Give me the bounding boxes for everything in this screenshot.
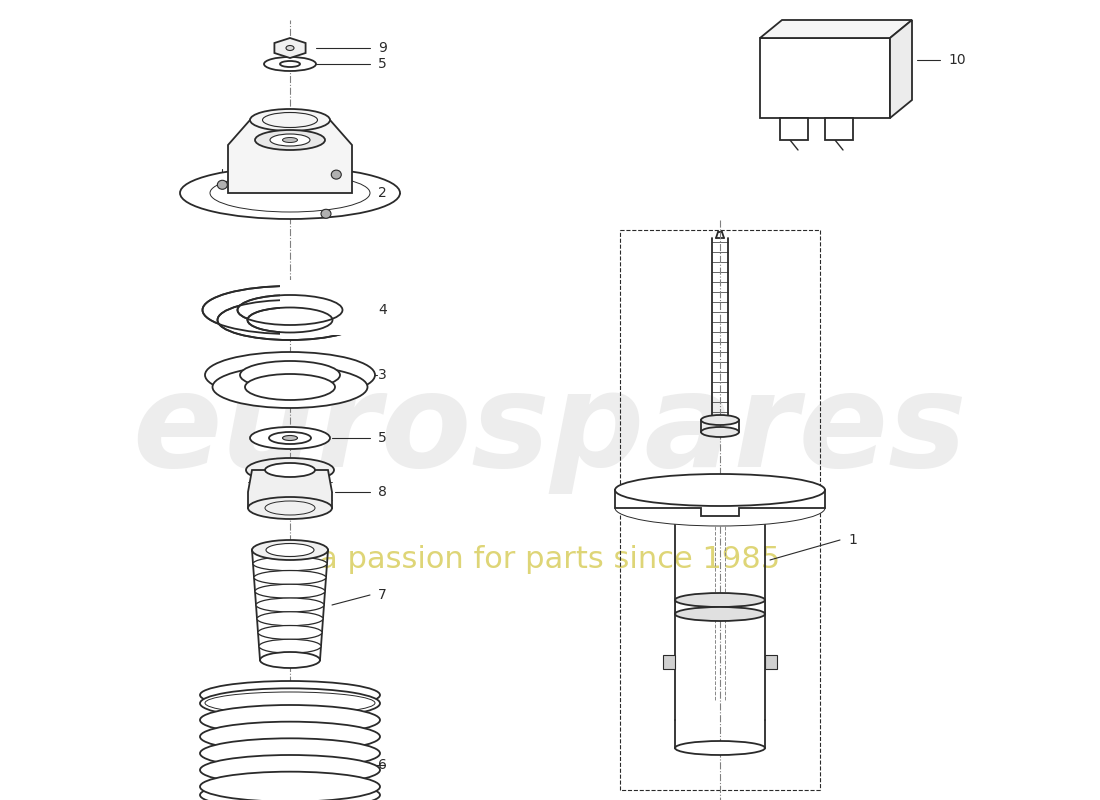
Ellipse shape: [675, 607, 764, 621]
Ellipse shape: [218, 180, 228, 190]
Text: 2: 2: [378, 186, 387, 200]
Ellipse shape: [202, 286, 377, 334]
Ellipse shape: [254, 570, 326, 585]
Ellipse shape: [246, 458, 334, 482]
Ellipse shape: [286, 46, 294, 50]
Ellipse shape: [252, 543, 328, 557]
Text: 8: 8: [378, 485, 387, 499]
Ellipse shape: [200, 681, 380, 709]
Ellipse shape: [258, 626, 322, 639]
Ellipse shape: [248, 497, 332, 519]
Ellipse shape: [675, 741, 764, 755]
Ellipse shape: [283, 435, 297, 441]
Ellipse shape: [701, 415, 739, 425]
Text: 3: 3: [378, 368, 387, 382]
Ellipse shape: [200, 705, 380, 735]
Text: 10: 10: [948, 53, 966, 67]
Polygon shape: [890, 20, 912, 118]
Ellipse shape: [253, 557, 327, 570]
Polygon shape: [280, 280, 380, 335]
Ellipse shape: [205, 352, 375, 398]
Ellipse shape: [200, 738, 380, 768]
Ellipse shape: [250, 427, 330, 449]
Text: 5: 5: [378, 57, 387, 71]
Ellipse shape: [331, 170, 341, 179]
Polygon shape: [663, 655, 675, 669]
Polygon shape: [248, 470, 332, 508]
Polygon shape: [615, 490, 825, 516]
Ellipse shape: [270, 134, 310, 146]
Ellipse shape: [265, 463, 315, 477]
Ellipse shape: [212, 366, 367, 408]
Ellipse shape: [200, 722, 380, 752]
Ellipse shape: [615, 490, 825, 526]
Ellipse shape: [258, 639, 321, 654]
Ellipse shape: [200, 781, 380, 800]
Ellipse shape: [248, 307, 332, 333]
Ellipse shape: [238, 295, 342, 325]
Ellipse shape: [218, 300, 363, 340]
Ellipse shape: [200, 688, 380, 718]
Polygon shape: [760, 38, 890, 118]
Ellipse shape: [270, 432, 311, 444]
Text: 7: 7: [378, 588, 387, 602]
Ellipse shape: [180, 167, 400, 219]
Polygon shape: [760, 20, 912, 38]
Polygon shape: [825, 118, 852, 140]
Text: 5: 5: [378, 431, 387, 445]
Ellipse shape: [257, 612, 323, 626]
Ellipse shape: [264, 57, 316, 71]
Ellipse shape: [701, 427, 739, 437]
Ellipse shape: [260, 653, 320, 667]
Ellipse shape: [245, 374, 336, 400]
Polygon shape: [274, 38, 306, 58]
Polygon shape: [780, 118, 808, 140]
Polygon shape: [764, 655, 777, 669]
Ellipse shape: [266, 543, 314, 557]
Ellipse shape: [250, 109, 330, 131]
Ellipse shape: [255, 584, 324, 598]
Ellipse shape: [283, 138, 297, 142]
Ellipse shape: [280, 61, 300, 67]
Ellipse shape: [256, 598, 324, 612]
Text: 1: 1: [848, 533, 857, 547]
Text: eurospares: eurospares: [133, 366, 967, 494]
Text: 4: 4: [378, 303, 387, 317]
Ellipse shape: [675, 593, 764, 607]
Text: 9: 9: [378, 41, 387, 55]
Ellipse shape: [260, 652, 320, 668]
Ellipse shape: [255, 130, 324, 150]
Polygon shape: [228, 120, 352, 193]
Ellipse shape: [200, 772, 380, 800]
Ellipse shape: [200, 755, 380, 785]
Ellipse shape: [252, 540, 328, 560]
Ellipse shape: [321, 210, 331, 218]
Ellipse shape: [615, 474, 825, 506]
Text: a passion for parts since 1985: a passion for parts since 1985: [319, 546, 781, 574]
Text: 6: 6: [378, 758, 387, 772]
Ellipse shape: [240, 361, 340, 389]
